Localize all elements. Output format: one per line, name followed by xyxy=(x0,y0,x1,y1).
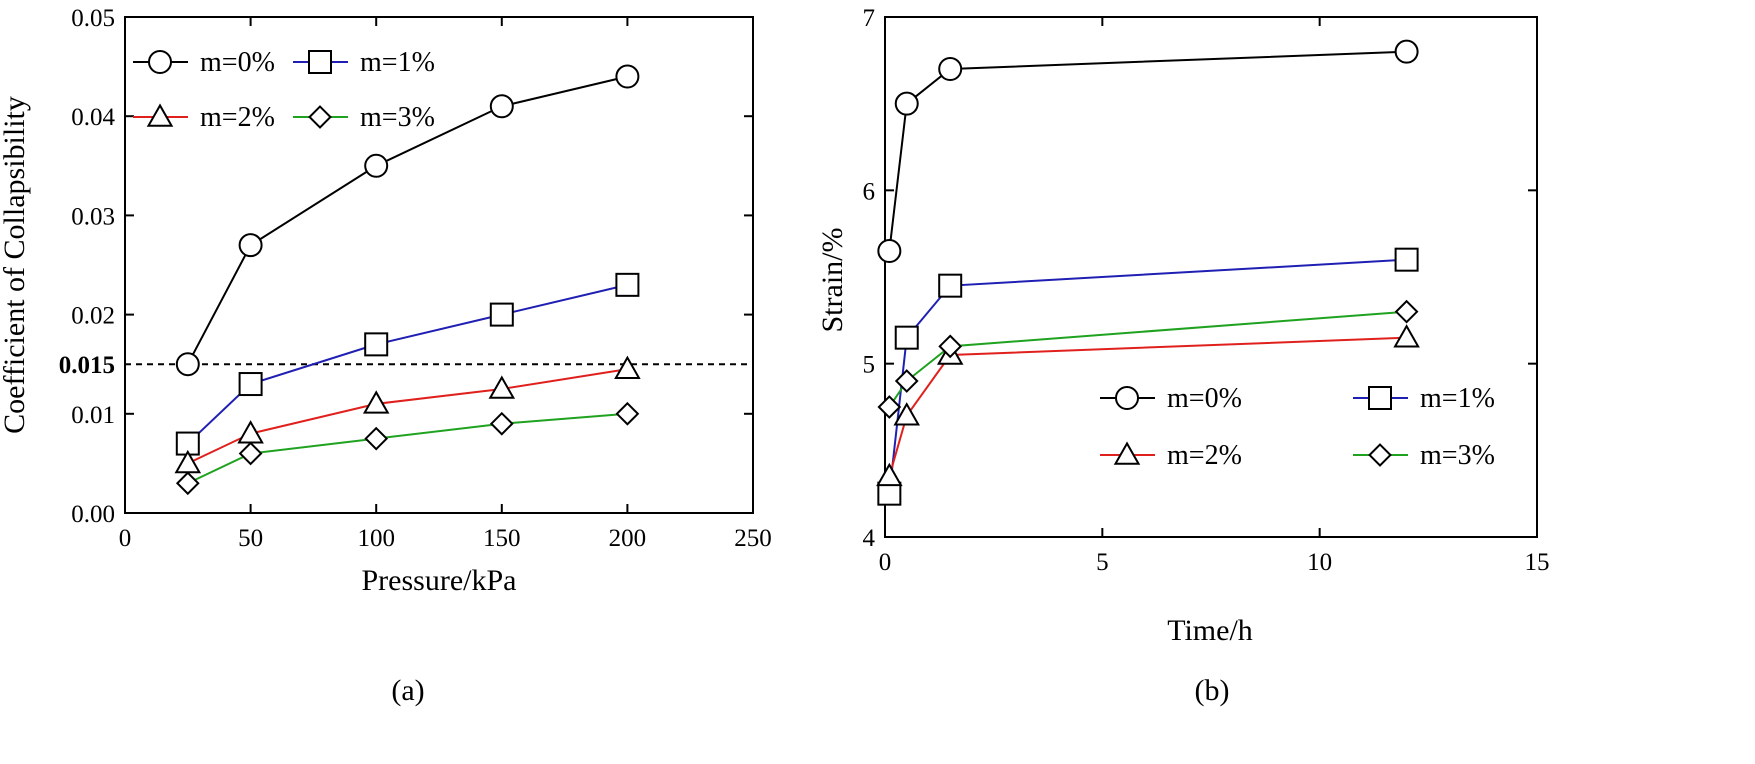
panel-b-y-tick-label: 6 xyxy=(863,178,876,205)
panel-a-legend-marker-m3pct xyxy=(308,105,332,129)
panel-a-data-point-m3pct xyxy=(238,441,263,466)
panel-a-plot-frame xyxy=(124,16,754,514)
panel-b-x-tick-label: 10 xyxy=(1307,549,1332,576)
panel-a-data-point-m3pct xyxy=(364,426,389,451)
panel-a-y-tick-label: 0.05 xyxy=(71,5,115,32)
panel-a-legend-label-m1pct: m=1% xyxy=(360,47,435,78)
panel-a-data-point-m1pct xyxy=(615,272,640,297)
panel-a-legend-label-m0pct: m=0% xyxy=(200,47,275,78)
panel-b-y-tick-label: 5 xyxy=(863,352,876,379)
panel-a-data-point-m3pct xyxy=(615,401,640,426)
panel-a-x-tick-label: 150 xyxy=(483,525,521,552)
panel-b-legend-marker-m2pct xyxy=(1113,441,1141,465)
panel-b-x-axis-title: Time/h xyxy=(1167,614,1253,647)
panel-b-data-point-m0pct xyxy=(1394,39,1419,64)
panel-a-data-point-m1pct xyxy=(364,332,389,357)
panel-b-legend-marker-m1pct xyxy=(1368,386,1392,410)
panel-a-data-point-m3pct xyxy=(489,411,514,436)
panel-a-legend-marker-m2pct xyxy=(146,103,174,127)
panel-b-series-line-m2pct xyxy=(888,336,1407,477)
panel-b-y-tick-label: 4 xyxy=(863,525,876,552)
panel-b-x-tick-label: 15 xyxy=(1525,549,1550,576)
panel-a-data-point-m0pct xyxy=(175,352,200,377)
panel-b-data-point-m3pct xyxy=(877,395,902,419)
panel-b-legend-label-m2pct: m=2% xyxy=(1167,440,1242,471)
panel-a-data-point-m0pct xyxy=(364,153,389,178)
panel-b-data-point-m3pct xyxy=(938,334,963,359)
panel-b-data-point-m2pct xyxy=(893,402,921,426)
panel-a-label: (a) xyxy=(391,674,424,707)
panel-b-data-point-m3pct xyxy=(894,369,919,393)
panel-b-axis-ticks: 0 5 10 15 4 5 6 7 xyxy=(863,5,1550,576)
panel-b-data-point-m2pct xyxy=(1393,324,1420,348)
panel-a-data-point-m0pct xyxy=(489,94,514,119)
panel-b-data-point-m3pct xyxy=(1394,299,1419,324)
panel-a-axis-ticks: 0 50 100 150 200 250 0.00 0.01 0.02 0.03 0.04 0.05 xyxy=(71,5,772,552)
panel-a-legend: m=0% m=1% m=2% m=3% xyxy=(133,47,435,133)
panel-a-x-tick-label: 100 xyxy=(357,525,395,552)
panel-a-y-tick-label: 0.02 xyxy=(71,303,115,330)
panel-a-x-tick-label: 250 xyxy=(734,525,772,552)
panel-b-legend-label-m0pct: m=0% xyxy=(1167,383,1242,414)
panel-a-data-point-m0pct xyxy=(238,233,263,258)
panel-b-y-axis-title: Strain/% xyxy=(816,228,849,333)
panel-b-x-tick-label: 0 xyxy=(879,549,892,576)
panel-a-data-point-m1pct xyxy=(238,372,263,397)
panel-b-label: (b) xyxy=(1195,674,1230,707)
panel-a-reference-line: 0.015 xyxy=(59,352,753,379)
panel-a-y-axis-title: Coefficient of Collapsibility xyxy=(0,96,31,434)
panel-a-reference-line-label: 0.015 xyxy=(59,352,115,379)
panel-a-legend-label-m2pct: m=2% xyxy=(200,102,275,133)
panel-b-data-point-m2pct xyxy=(876,462,903,487)
panel-a-x-tick-label: 200 xyxy=(609,525,647,552)
panel-b-series-group xyxy=(876,39,1420,506)
panel-b-data-point-m0pct xyxy=(938,57,963,81)
panel-b-legend-label-m1pct: m=1% xyxy=(1420,383,1495,414)
panel-a-series-group xyxy=(174,64,641,496)
panel-b-data-point-m0pct xyxy=(877,239,902,263)
panel-b-series-line-m1pct xyxy=(888,258,1407,494)
panel-b-series-line-m0pct xyxy=(888,50,1407,252)
panel-b-legend-marker-m0pct xyxy=(1115,386,1139,410)
panel-b-legend-marker-m3pct xyxy=(1368,443,1392,467)
panel-a-data-point-m2pct xyxy=(488,375,516,399)
panel-a-legend-marker-m0pct xyxy=(148,50,172,74)
panel-a-legend-marker-m1pct xyxy=(308,50,332,74)
panel-b-legend: m=0% m=1% m=2% m=3% xyxy=(1100,383,1495,471)
panel-a-legend-label-m3pct: m=3% xyxy=(360,102,435,133)
panel-b-data-point-m1pct xyxy=(1394,247,1419,272)
panel-a-y-tick-label: 0.00 xyxy=(71,501,115,528)
panel-b-series-line-m3pct xyxy=(888,310,1407,408)
panel-a-x-tick-label: 0 xyxy=(119,525,132,552)
panel-a-data-point-m0pct xyxy=(615,64,640,89)
panel-a-data-point-m3pct xyxy=(175,471,200,496)
panel-b-data-point-m1pct xyxy=(938,273,963,298)
panel-b-data-point-m0pct xyxy=(894,91,919,116)
panel-b-y-tick-label: 7 xyxy=(863,5,876,32)
panel-a-data-point-m2pct xyxy=(362,390,390,414)
panel-a-y-tick-label: 0.01 xyxy=(71,402,115,429)
panel-a-data-point-m1pct xyxy=(489,302,514,327)
panel-b-chart: 0 5 10 15 4 5 6 7 m=0% m=1% m=2% m=3% Time/h Strai… xyxy=(816,5,1550,707)
panel-b-plot-frame xyxy=(884,16,1538,538)
panel-a-y-tick-label: 0.04 xyxy=(71,104,115,131)
panel-b-x-tick-label: 5 xyxy=(1096,549,1109,576)
panel-b-legend-label-m3pct: m=3% xyxy=(1420,440,1495,471)
panel-b-data-point-m1pct xyxy=(894,325,919,350)
panel-a-chart: 0 50 100 150 200 2500.000.010.020.030.040.05 … xyxy=(0,5,772,707)
panel-a-x-tick-label: 50 xyxy=(238,525,263,552)
panel-a-x-axis-title: Pressure/kPa xyxy=(362,564,517,597)
panel-a-data-point-m2pct xyxy=(614,355,641,379)
panel-a-y-tick-label: 0.03 xyxy=(71,203,115,230)
